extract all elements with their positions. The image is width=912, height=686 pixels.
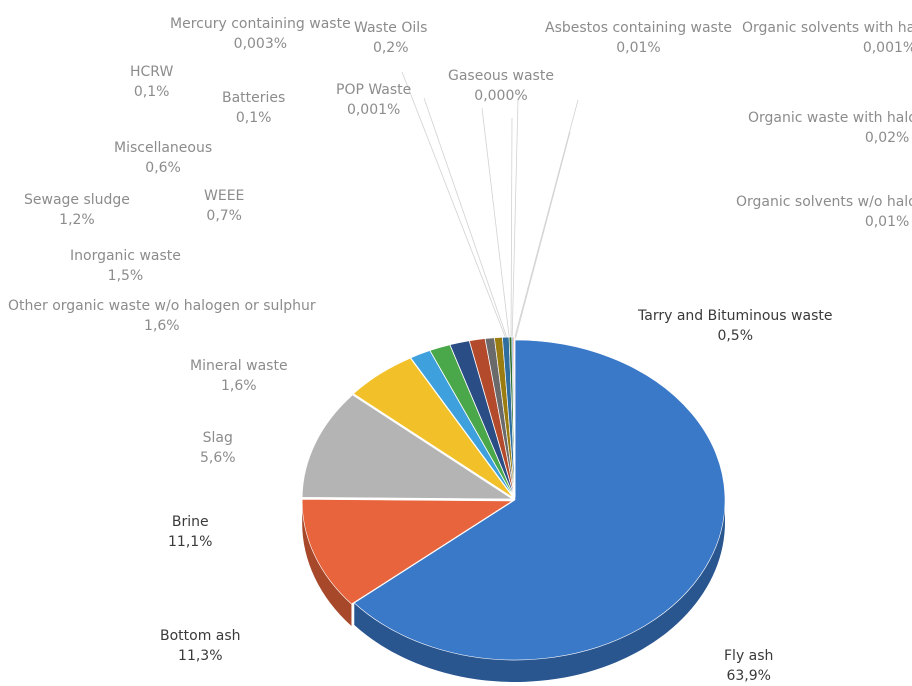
- label-hcrw: HCRW 0,1%: [130, 64, 174, 100]
- leader-line: [510, 117, 513, 345]
- label-pop-waste: POP Waste 0,001%: [336, 82, 412, 118]
- label-misc: Miscellaneous 0,6%: [114, 140, 213, 176]
- pie-side-bottom-ash: [302, 501, 352, 626]
- leader-line: [512, 99, 579, 345]
- label-brine: Brine 11,1%: [168, 514, 213, 550]
- pie-depth-layer: [302, 500, 725, 683]
- label-gaseous: Gaseous waste 0,000%: [448, 68, 554, 104]
- label-tarry: Tarry and Bituminous waste 0,5%: [638, 308, 833, 344]
- label-batteries: Batteries 0,1%: [222, 90, 286, 126]
- pie-slice-brine: [301, 394, 514, 500]
- leader-line: [513, 131, 571, 345]
- leader-line: [511, 99, 519, 345]
- label-fly-ash: Fly ash 63,9%: [724, 648, 774, 684]
- label-inorganic: Inorganic waste 1,5%: [70, 248, 181, 284]
- label-org-waste-halogens: Organic waste with halogens or sulphur0,…: [748, 110, 912, 146]
- label-weee: WEEE 0,7%: [204, 188, 245, 224]
- label-other-organic: Other organic waste w/o halogen or sulph…: [8, 298, 316, 334]
- pie-slice-bottom-ash: [301, 499, 514, 605]
- label-waste-oils: Waste Oils 0,2%: [354, 20, 428, 56]
- leader-line: [401, 71, 509, 345]
- pie-top-layer: [301, 336, 726, 661]
- label-org-solvents-with: Organic solvents with halogens or sulphu…: [742, 20, 912, 56]
- leader-lines: [401, 71, 579, 345]
- leader-line: [481, 107, 511, 345]
- label-slag: Slag 5,6%: [200, 430, 236, 466]
- leader-line: [423, 97, 510, 345]
- label-mineral: Mineral waste 1,6%: [190, 358, 288, 394]
- label-org-solvents-wo: Organic solvents w/o halogens and sulphu…: [736, 194, 912, 230]
- label-bottom-ash: Bottom ash 11,3%: [160, 628, 241, 664]
- label-sewage: Sewage sludge 1,2%: [24, 192, 130, 228]
- pie-side-fly-ash: [354, 500, 725, 683]
- pie-slice-mineral-waste: [410, 350, 514, 498]
- pie-slice-fly-ash: [353, 339, 726, 661]
- label-mercury: Mercury containing waste 0,003%: [170, 16, 351, 52]
- pie-slice-slag: [353, 357, 514, 498]
- label-asbestos: Asbestos containing waste 0,01%: [545, 20, 732, 56]
